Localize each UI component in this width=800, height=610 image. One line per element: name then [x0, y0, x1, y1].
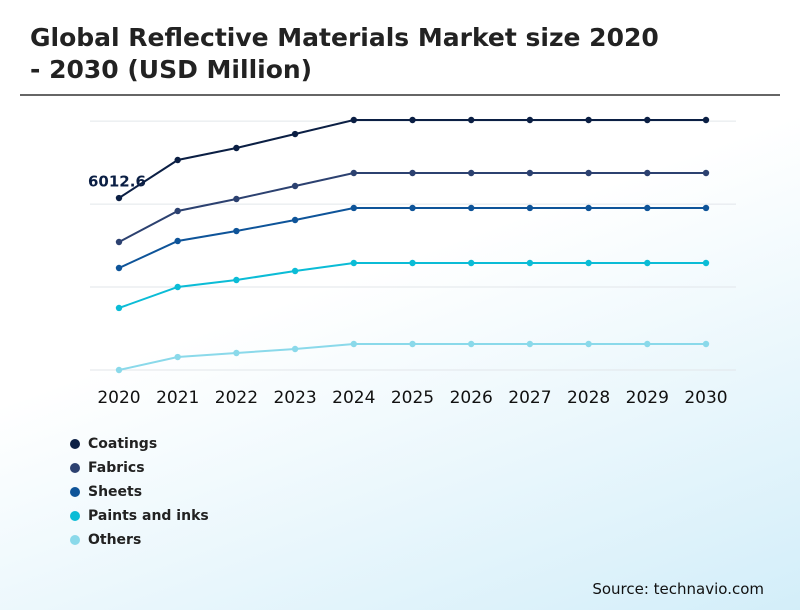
data-point	[526, 169, 534, 177]
data-point	[526, 259, 534, 267]
data-point	[350, 116, 357, 124]
data-point	[702, 204, 710, 212]
data-point	[468, 259, 475, 267]
data-point	[468, 169, 475, 177]
series-line	[118, 119, 706, 199]
x-tick-label: 2028	[567, 388, 610, 408]
data-point	[409, 340, 416, 348]
data-point	[526, 340, 534, 348]
data-point	[174, 237, 181, 245]
data-point	[409, 116, 416, 124]
data-point	[702, 259, 710, 267]
data-point	[702, 116, 710, 124]
data-point	[233, 276, 240, 284]
x-tick-label: 2021	[156, 388, 199, 408]
data-point	[409, 169, 416, 177]
x-tick-label: 2022	[215, 388, 258, 408]
data-point	[115, 264, 123, 272]
data-point	[585, 340, 592, 348]
data-point	[350, 340, 357, 348]
legend-label: Sheets	[88, 484, 142, 500]
data-point	[702, 169, 710, 177]
data-point	[291, 130, 299, 138]
data-point	[585, 204, 592, 212]
legend-marker	[70, 463, 80, 473]
data-point	[468, 340, 475, 348]
data-point	[468, 116, 475, 124]
legend-marker	[70, 439, 80, 449]
data-point	[291, 216, 299, 224]
chart-title: Global Reflective Materials Market size …	[30, 23, 659, 84]
data-point	[585, 259, 592, 267]
series-line	[118, 342, 706, 371]
data-point	[644, 116, 651, 124]
data-point	[233, 227, 240, 235]
data-point	[115, 194, 123, 202]
x-tick-label: 2027	[508, 388, 551, 408]
x-tick-label: 2030	[684, 388, 727, 408]
data-point	[350, 204, 357, 212]
data-point	[644, 169, 651, 177]
data-point	[174, 207, 181, 215]
data-point	[350, 259, 357, 267]
data-point	[409, 259, 416, 267]
data-point	[115, 304, 123, 312]
data-point	[291, 267, 299, 275]
legend-label: Others	[88, 532, 141, 548]
data-point	[409, 204, 416, 212]
data-point	[115, 366, 123, 374]
data-point	[174, 283, 181, 291]
data-point	[585, 116, 592, 124]
data-point	[233, 195, 240, 203]
data-point	[174, 353, 181, 361]
data-point	[350, 169, 357, 177]
x-tick-label: 2023	[273, 388, 316, 408]
data-point	[702, 340, 710, 348]
data-point	[468, 204, 475, 212]
data-point	[115, 238, 123, 246]
data-point	[585, 169, 592, 177]
data-point	[174, 156, 181, 164]
legend-marker	[70, 511, 80, 521]
legend-marker	[70, 535, 80, 545]
legend-label: Fabrics	[88, 460, 145, 476]
x-tick-label: 2024	[332, 388, 375, 408]
legend-marker	[70, 487, 80, 497]
data-point	[644, 340, 651, 348]
data-label: 6012.6	[88, 173, 146, 191]
data-point	[526, 116, 534, 124]
data-point	[526, 204, 534, 212]
data-point	[291, 182, 299, 190]
title-rule	[20, 94, 780, 96]
data-point	[233, 144, 240, 152]
data-point	[291, 345, 299, 353]
legend-label: Coatings	[88, 436, 157, 452]
x-tick-label: 2026	[450, 388, 493, 408]
series-line	[118, 206, 706, 269]
legend-label: Paints and inks	[88, 508, 209, 524]
data-point	[644, 204, 651, 212]
x-tick-label: 2029	[626, 388, 669, 408]
source: Source: technavio.com	[592, 580, 764, 598]
x-tick-label: 2025	[391, 388, 434, 408]
x-tick-label: 2020	[97, 388, 140, 408]
data-point	[233, 349, 240, 357]
series-line	[118, 261, 706, 309]
data-point	[644, 259, 651, 267]
